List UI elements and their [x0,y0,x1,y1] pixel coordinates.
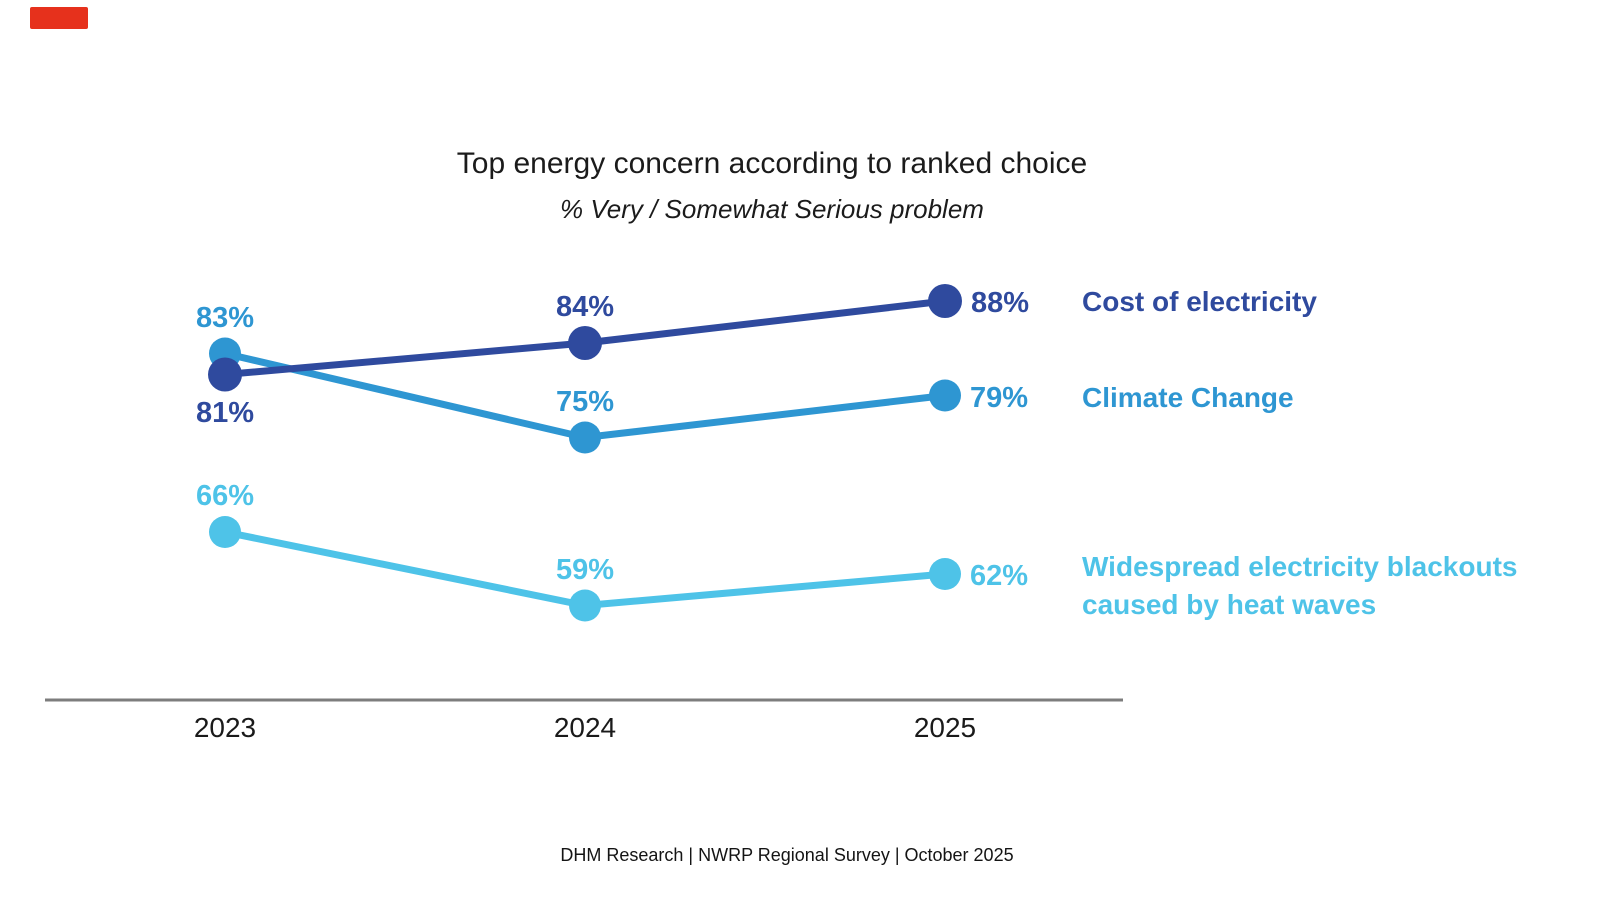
data-point [208,357,242,392]
data-point [569,589,601,622]
point-value-label: 79% [970,381,1029,414]
data-point [209,516,241,548]
point-value-label: 83% [195,301,255,334]
point-value-label: 81% [195,396,255,429]
x-axis-label: 2023 [193,712,257,743]
chart-title: Top energy concern according to ranked c… [456,147,1088,180]
legend-label: Widespread electricity blackouts caused b… [1082,551,1518,620]
point-value-label: 62% [970,560,1029,592]
point-value-label: 84% [555,291,615,323]
data-point [928,284,962,318]
x-axis-label: 2024 [553,712,617,743]
data-point [569,421,601,454]
point-value-label: 88% [971,287,1030,319]
point-value-label: 59% [555,553,615,586]
red-marker [30,7,88,29]
data-point [929,558,961,590]
point-value-label: 75% [555,385,615,418]
x-axis-label: 2025 [913,712,977,743]
legend-label: Climate Change [1082,382,1294,413]
point-value-label: 66% [195,480,255,512]
data-point [929,379,961,412]
source-note: DHM Research | NWRP Regional Survey | Oc… [560,845,1014,865]
legend-label: Cost of electricity [1082,286,1317,317]
data-point [568,326,602,360]
chart-subtitle: % Very / Somewhat Serious problem [560,194,984,224]
